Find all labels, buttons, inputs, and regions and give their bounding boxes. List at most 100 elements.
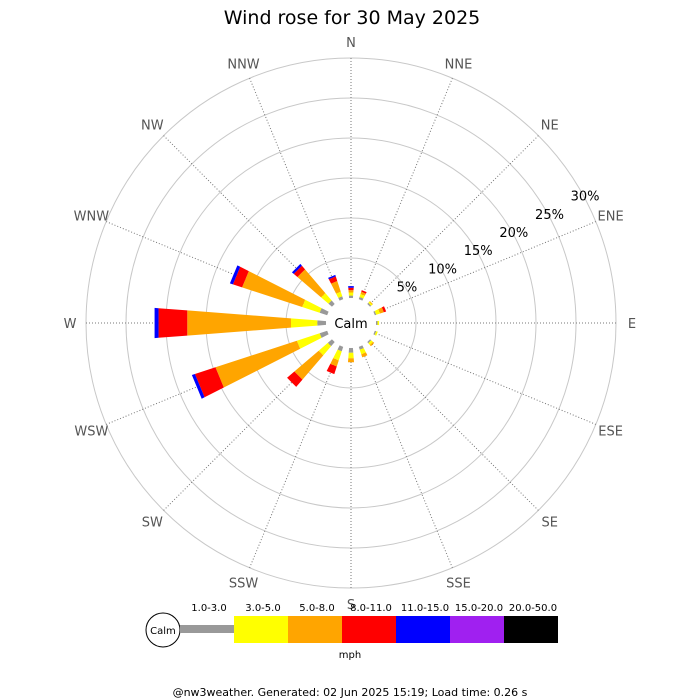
direction-label-n: N: [346, 36, 356, 51]
bar-nw-5.0-8.0: [297, 269, 326, 298]
direction-label-ne: NE: [541, 118, 559, 133]
spoke-sw: [163, 322, 352, 511]
bar-nne-3.0-5.0: [359, 293, 365, 299]
bar-w-5.0-8.0: [187, 310, 291, 336]
spoke-ssw: [249, 322, 352, 569]
chart-title: Wind rose for 30 May 2025: [224, 7, 481, 29]
direction-label-ese: ESE: [598, 425, 623, 440]
bar-wnw-1.0-3.0: [319, 308, 329, 316]
legend-label-3.0-5.0: 3.0-5.0: [245, 603, 280, 614]
bar-nnw-1.0-3.0: [338, 296, 344, 301]
bar-w-8.0-11.0: [158, 308, 188, 338]
bar-nne-5.0-8.0: [360, 291, 366, 296]
ring-label-25: 25%: [535, 208, 564, 223]
bar-nw-3.0-5.0: [321, 293, 332, 304]
bar-nnw-3.0-5.0: [336, 291, 343, 298]
wind-bars: [154, 263, 387, 399]
spoke-se: [350, 322, 539, 511]
direction-label-wnw: WNW: [74, 210, 110, 225]
bar-nw-1.0-3.0: [328, 300, 335, 307]
bar-sw-1.0-3.0: [327, 339, 335, 347]
bar-ene-3.0-5.0: [374, 309, 381, 315]
spoke-wnw: [105, 221, 352, 324]
bar-w-11.0-15.0: [154, 307, 159, 339]
bar-ese-3.0-5.0: [374, 331, 378, 336]
ring-label-10: 10%: [428, 262, 457, 277]
bar-wnw-11.0-15.0: [229, 265, 241, 285]
bar-ne-1.0-3.0: [367, 302, 372, 307]
bar-n-8.0-11.0: [348, 287, 354, 291]
bar-ne-5.0-8.0: [369, 300, 374, 305]
spoke-sse: [350, 322, 453, 569]
ring-label-15: 15%: [464, 244, 493, 259]
ring-labels: 5% 10% 15% 20% 25% 30%: [397, 190, 600, 296]
direction-label-nne: NNE: [445, 57, 473, 72]
bar-nnw-5.0-8.0: [331, 280, 341, 294]
bar-ssw-5.0-8.0: [330, 358, 339, 367]
direction-label-w: W: [64, 317, 77, 332]
ring-label-5: 5%: [397, 281, 418, 296]
bar-sw-8.0-11.0: [287, 371, 303, 387]
bar-ese-1.0-3.0: [373, 330, 377, 336]
bar-wsw-1.0-3.0: [319, 330, 329, 338]
direction-label-nw: NW: [141, 118, 164, 133]
bar-sse-3.0-5.0: [359, 348, 366, 355]
bar-wnw-5.0-8.0: [242, 271, 306, 308]
calm-label: Calm: [334, 317, 367, 332]
legend-swatch-15.0-20.0: [450, 616, 504, 643]
ring-label-20: 20%: [499, 226, 528, 241]
legend-swatch-1.0-3.0: [180, 625, 234, 633]
direction-label-ssw: SSW: [229, 577, 259, 592]
bar-nnw-11.0-15.0: [328, 274, 336, 280]
spoke-ne: [350, 135, 539, 324]
bar-s-1.0-3.0: [348, 347, 354, 353]
bar-nnw-8.0-11.0: [328, 276, 338, 284]
direction-label-sse: SSE: [446, 577, 471, 592]
spoke-nne: [350, 77, 453, 324]
direction-label-wsw: WSW: [74, 425, 108, 440]
calm-circle: [326, 298, 376, 348]
bar-wsw-8.0-11.0: [194, 367, 224, 398]
bar-nw-8.0-11.0: [293, 265, 306, 278]
bar-se-3.0-5.0: [368, 340, 374, 346]
bar-sse-1.0-3.0: [358, 345, 364, 350]
polar-grid: [85, 57, 617, 589]
bar-sw-3.0-5.0: [318, 342, 332, 356]
calm-center: Calm: [326, 298, 376, 348]
bar-ene-1.0-3.0: [373, 310, 377, 316]
bar-ssw-1.0-3.0: [337, 345, 344, 352]
direction-label-se: SE: [541, 516, 557, 531]
legend-unit: mph: [339, 650, 361, 661]
bar-ssw-3.0-5.0: [333, 349, 342, 361]
direction-label-nnw: NNW: [227, 57, 259, 72]
direction-label-s: S: [347, 598, 355, 613]
bar-n-1.0-3.0: [348, 295, 354, 299]
bar-nne-1.0-3.0: [358, 296, 364, 301]
bar-n-5.0-8.0: [348, 290, 354, 293]
legend-label-20.0-50.0: 20.0-50.0: [509, 603, 557, 614]
bar-n-11.0-15.0: [348, 286, 354, 288]
bar-nw-11.0-15.0: [291, 263, 302, 274]
bar-n-3.0-5.0: [348, 292, 354, 296]
ring-label-30: 30%: [571, 190, 600, 205]
bar-sw-5.0-8.0: [294, 350, 324, 380]
bar-se-1.0-3.0: [367, 339, 372, 344]
bar-w-3.0-5.0: [290, 318, 318, 328]
bar-ne-3.0-5.0: [368, 301, 373, 306]
bar-wsw-3.0-5.0: [296, 333, 322, 349]
bar-sse-5.0-8.0: [361, 352, 368, 358]
bar-ene-5.0-8.0: [378, 307, 384, 314]
legend-label-5.0-8.0: 5.0-8.0: [299, 603, 334, 614]
bar-s-3.0-5.0: [348, 352, 354, 359]
bar-wnw-3.0-5.0: [302, 299, 322, 313]
legend-label-1.0-3.0: 1.0-3.0: [191, 603, 226, 614]
speed-legend: Calm 1.0-3.0 3.0-5.0 5.0-8.0 8.0-11.0 11.0-15…: [145, 603, 558, 661]
direction-labels: N NNE NE ENE E ESE SE SSE S SSW SW WSW W WNW NW NNW: [64, 36, 637, 613]
spoke-nnw: [249, 77, 352, 324]
direction-label-sw: SW: [142, 516, 163, 531]
bar-s-5.0-8.0: [347, 358, 355, 363]
footer-text: @nw3weather. Generated: 02 Jun 2025 15:1…: [173, 686, 528, 699]
legend-swatch-8.0-11.0: [342, 616, 396, 643]
bar-nne-8.0-11.0: [361, 290, 367, 294]
bar-w-1.0-3.0: [317, 320, 327, 326]
